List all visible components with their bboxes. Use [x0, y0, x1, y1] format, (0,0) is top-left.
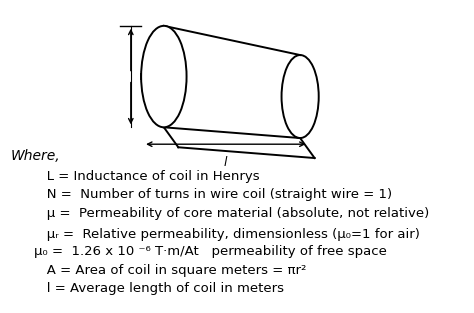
Text: l: l — [224, 156, 228, 170]
Text: μ₀ =  1.26 x 10 ⁻⁶ T·m/At   permeability of free space: μ₀ = 1.26 x 10 ⁻⁶ T·m/At permeability of… — [34, 245, 387, 258]
Text: L = Inductance of coil in Henrys: L = Inductance of coil in Henrys — [34, 170, 259, 183]
Ellipse shape — [282, 55, 319, 138]
Text: A = Area of coil in square meters = πr²: A = Area of coil in square meters = πr² — [34, 264, 306, 277]
Text: Where,: Where, — [10, 150, 60, 163]
Text: μ =  Permeability of core material (absolute, not relative): μ = Permeability of core material (absol… — [34, 207, 429, 220]
Text: l = Average length of coil in meters: l = Average length of coil in meters — [34, 282, 284, 295]
Text: N =  Number of turns in wire coil (straight wire = 1): N = Number of turns in wire coil (straig… — [34, 188, 392, 202]
Text: r: r — [139, 70, 144, 83]
Ellipse shape — [141, 26, 187, 127]
Text: μᵣ =  Relative permeability, dimensionless (μ₀=1 for air): μᵣ = Relative permeability, dimensionles… — [34, 228, 419, 241]
